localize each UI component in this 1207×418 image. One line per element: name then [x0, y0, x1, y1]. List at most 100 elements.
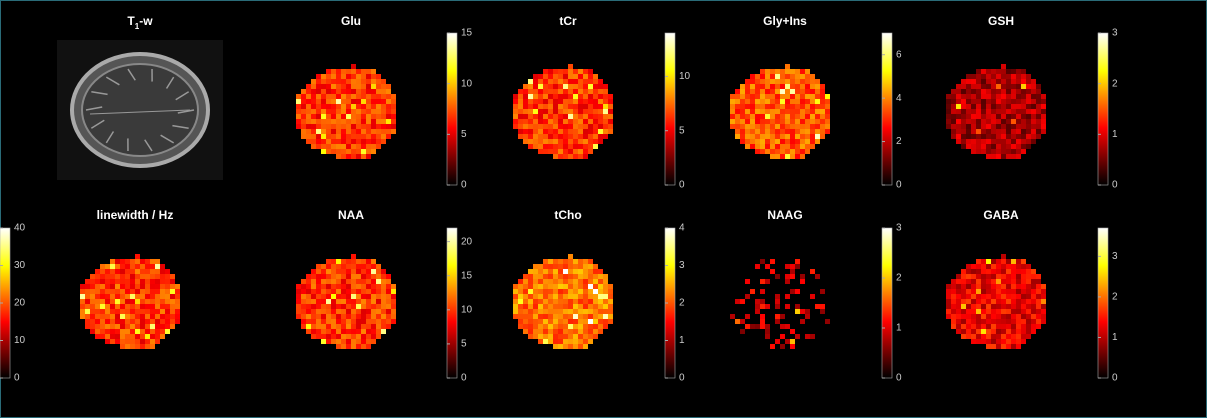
voxel: [795, 304, 800, 309]
voxel: [100, 324, 105, 329]
voxel: [356, 74, 361, 79]
voxel: [528, 104, 533, 109]
voxel: [800, 149, 805, 154]
voxel: [558, 119, 563, 124]
voxel: [110, 304, 115, 309]
voxel: [790, 154, 795, 159]
voxel: [805, 124, 810, 129]
voxel: [306, 279, 311, 284]
voxel: [548, 314, 553, 319]
voxel: [346, 104, 351, 109]
voxel: [553, 139, 558, 144]
voxel: [986, 334, 991, 339]
voxel: [391, 294, 396, 299]
voxel: [548, 299, 553, 304]
voxel: [165, 299, 170, 304]
voxel: [135, 299, 140, 304]
voxel: [366, 149, 371, 154]
voxel: [311, 329, 316, 334]
voxel: [598, 284, 603, 289]
voxel: [568, 259, 573, 264]
voxel: [996, 319, 1001, 324]
voxel: [1021, 99, 1026, 104]
voxel: [366, 309, 371, 314]
voxel: [90, 294, 95, 299]
voxel: [780, 74, 785, 79]
voxel: [583, 154, 588, 159]
voxel: [1006, 294, 1011, 299]
voxel: [770, 259, 775, 264]
voxel: [105, 329, 110, 334]
voxel: [961, 329, 966, 334]
voxel: [130, 314, 135, 319]
voxel: [376, 284, 381, 289]
voxel: [1016, 94, 1021, 99]
voxel: [573, 74, 578, 79]
voxel: [366, 129, 371, 134]
voxel: [336, 94, 341, 99]
voxel: [528, 274, 533, 279]
voxel: [760, 149, 765, 154]
voxel: [956, 314, 961, 319]
voxel: [568, 129, 573, 134]
voxel: [311, 79, 316, 84]
voxel: [135, 319, 140, 324]
voxel: [1011, 289, 1016, 294]
voxel: [346, 289, 351, 294]
voxel: [755, 139, 760, 144]
voxel: [321, 324, 326, 329]
voxel: [608, 99, 613, 104]
voxel: [981, 299, 986, 304]
voxel: [971, 319, 976, 324]
voxel: [775, 134, 780, 139]
voxel: [381, 139, 386, 144]
voxel: [800, 309, 805, 314]
voxel: [568, 119, 573, 124]
voxel: [296, 314, 301, 319]
colorbar: [1098, 228, 1108, 378]
voxel: [336, 314, 341, 319]
voxel: [805, 84, 810, 89]
voxel: [346, 294, 351, 299]
voxel: [80, 289, 85, 294]
voxel: [986, 314, 991, 319]
voxel: [1016, 319, 1021, 324]
voxel: [371, 94, 376, 99]
voxel: [966, 304, 971, 309]
voxel: [815, 89, 820, 94]
voxel: [971, 79, 976, 84]
voxel: [991, 319, 996, 324]
voxel: [110, 319, 115, 324]
voxel: [120, 284, 125, 289]
voxel: [800, 134, 805, 139]
voxel: [125, 304, 130, 309]
voxel: [951, 304, 956, 309]
voxel: [376, 109, 381, 114]
voxel: [351, 134, 356, 139]
voxel: [371, 114, 376, 119]
voxel: [513, 124, 518, 129]
voxel: [1011, 124, 1016, 129]
voxel: [175, 289, 180, 294]
voxel: [321, 149, 326, 154]
voxel: [115, 309, 120, 314]
voxel: [1036, 84, 1041, 89]
voxel: [351, 109, 356, 114]
voxel: [573, 294, 578, 299]
voxel: [563, 309, 568, 314]
voxel: [533, 284, 538, 289]
voxel: [85, 324, 90, 329]
voxel: [301, 114, 306, 119]
voxel: [976, 134, 981, 139]
voxel: [175, 309, 180, 314]
voxel: [80, 284, 85, 289]
voxel: [588, 289, 593, 294]
voxel: [956, 329, 961, 334]
voxel: [603, 124, 608, 129]
voxel: [331, 139, 336, 144]
voxel: [1036, 129, 1041, 134]
voxel: [730, 114, 735, 119]
voxel: [1031, 279, 1036, 284]
voxel: [95, 309, 100, 314]
voxel: [598, 294, 603, 299]
